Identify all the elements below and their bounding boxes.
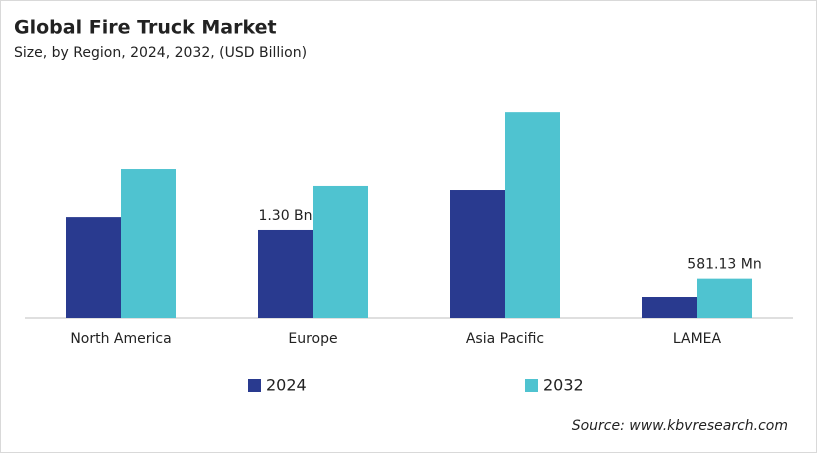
data-label: 1.30 Bn [258, 208, 312, 224]
legend-swatch [248, 379, 261, 392]
chart-title: Global Fire Truck Market [14, 17, 277, 39]
x-tick-label: LAMEA [673, 331, 722, 347]
x-tick-label: Europe [288, 331, 337, 347]
chart-subtitle: Size, by Region, 2024, 2032, (USD Billio… [14, 45, 307, 61]
x-tick-label: Asia Pacific [466, 331, 544, 347]
x-tick-label: North America [70, 331, 171, 347]
bar [121, 169, 176, 318]
data-label: 581.13 Mn [687, 257, 761, 273]
bar [66, 217, 121, 318]
legend-label: 2032 [543, 376, 584, 395]
bar [505, 112, 560, 318]
bar [450, 190, 505, 318]
bar [642, 297, 697, 318]
source: Source: www.kbvresearch.com [572, 418, 788, 434]
bar [697, 278, 752, 318]
bar [258, 229, 313, 318]
legend-label: 2024 [266, 376, 307, 395]
bar [313, 185, 368, 318]
legend-swatch [525, 379, 538, 392]
